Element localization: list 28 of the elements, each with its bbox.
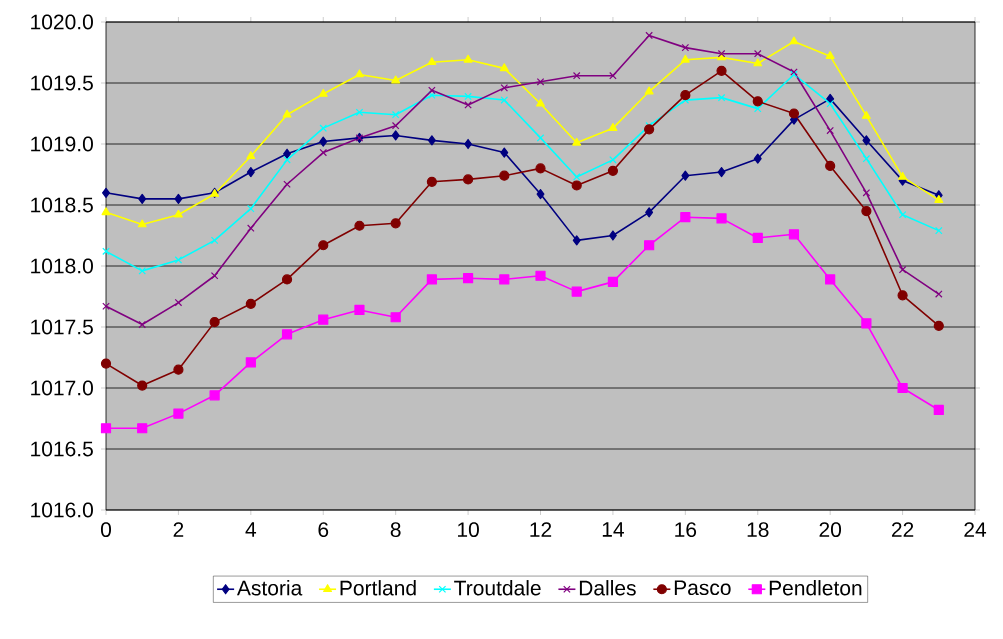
- y-tick-label: 1019.0: [31, 136, 93, 152]
- x-tick-label: 14: [602, 522, 624, 537]
- x-tick-label: 22: [891, 522, 914, 537]
- x-tick-label: 16: [675, 522, 697, 538]
- legend-label: Pasco: [674, 580, 731, 596]
- x-tick-label: 0: [100, 522, 112, 538]
- x-tick-label: 20: [819, 522, 842, 538]
- x-tick-label: 24: [964, 522, 987, 537]
- y-tick-label: 1017.0: [31, 380, 93, 396]
- x-tick-label: 2: [173, 522, 184, 537]
- y-tick-label: 1016.0: [31, 502, 93, 518]
- legend-label: Troutdale: [454, 580, 541, 596]
- legend-label: Astoria: [236, 580, 303, 596]
- legend-label: Pendleton: [769, 580, 862, 596]
- x-tick-label: 18: [747, 522, 769, 538]
- y-tick-label: 1018.0: [31, 258, 93, 274]
- y-tick-label: 1018.5: [31, 197, 93, 213]
- legend-label: Portland: [340, 580, 416, 596]
- x-tick-label: 6: [318, 522, 329, 538]
- x-tick-label: 4: [245, 522, 257, 537]
- x-tick-label: 8: [390, 522, 401, 538]
- legend-label: Dalles: [579, 580, 636, 596]
- y-tick-label: 1016.5: [31, 441, 93, 457]
- y-tick-label: 1019.5: [31, 75, 93, 91]
- y-tick-label: 1020.0: [31, 14, 93, 30]
- x-tick-label: 10: [458, 522, 479, 538]
- y-tick-label: 1017.5: [31, 319, 93, 335]
- x-tick-label: 12: [530, 522, 552, 537]
